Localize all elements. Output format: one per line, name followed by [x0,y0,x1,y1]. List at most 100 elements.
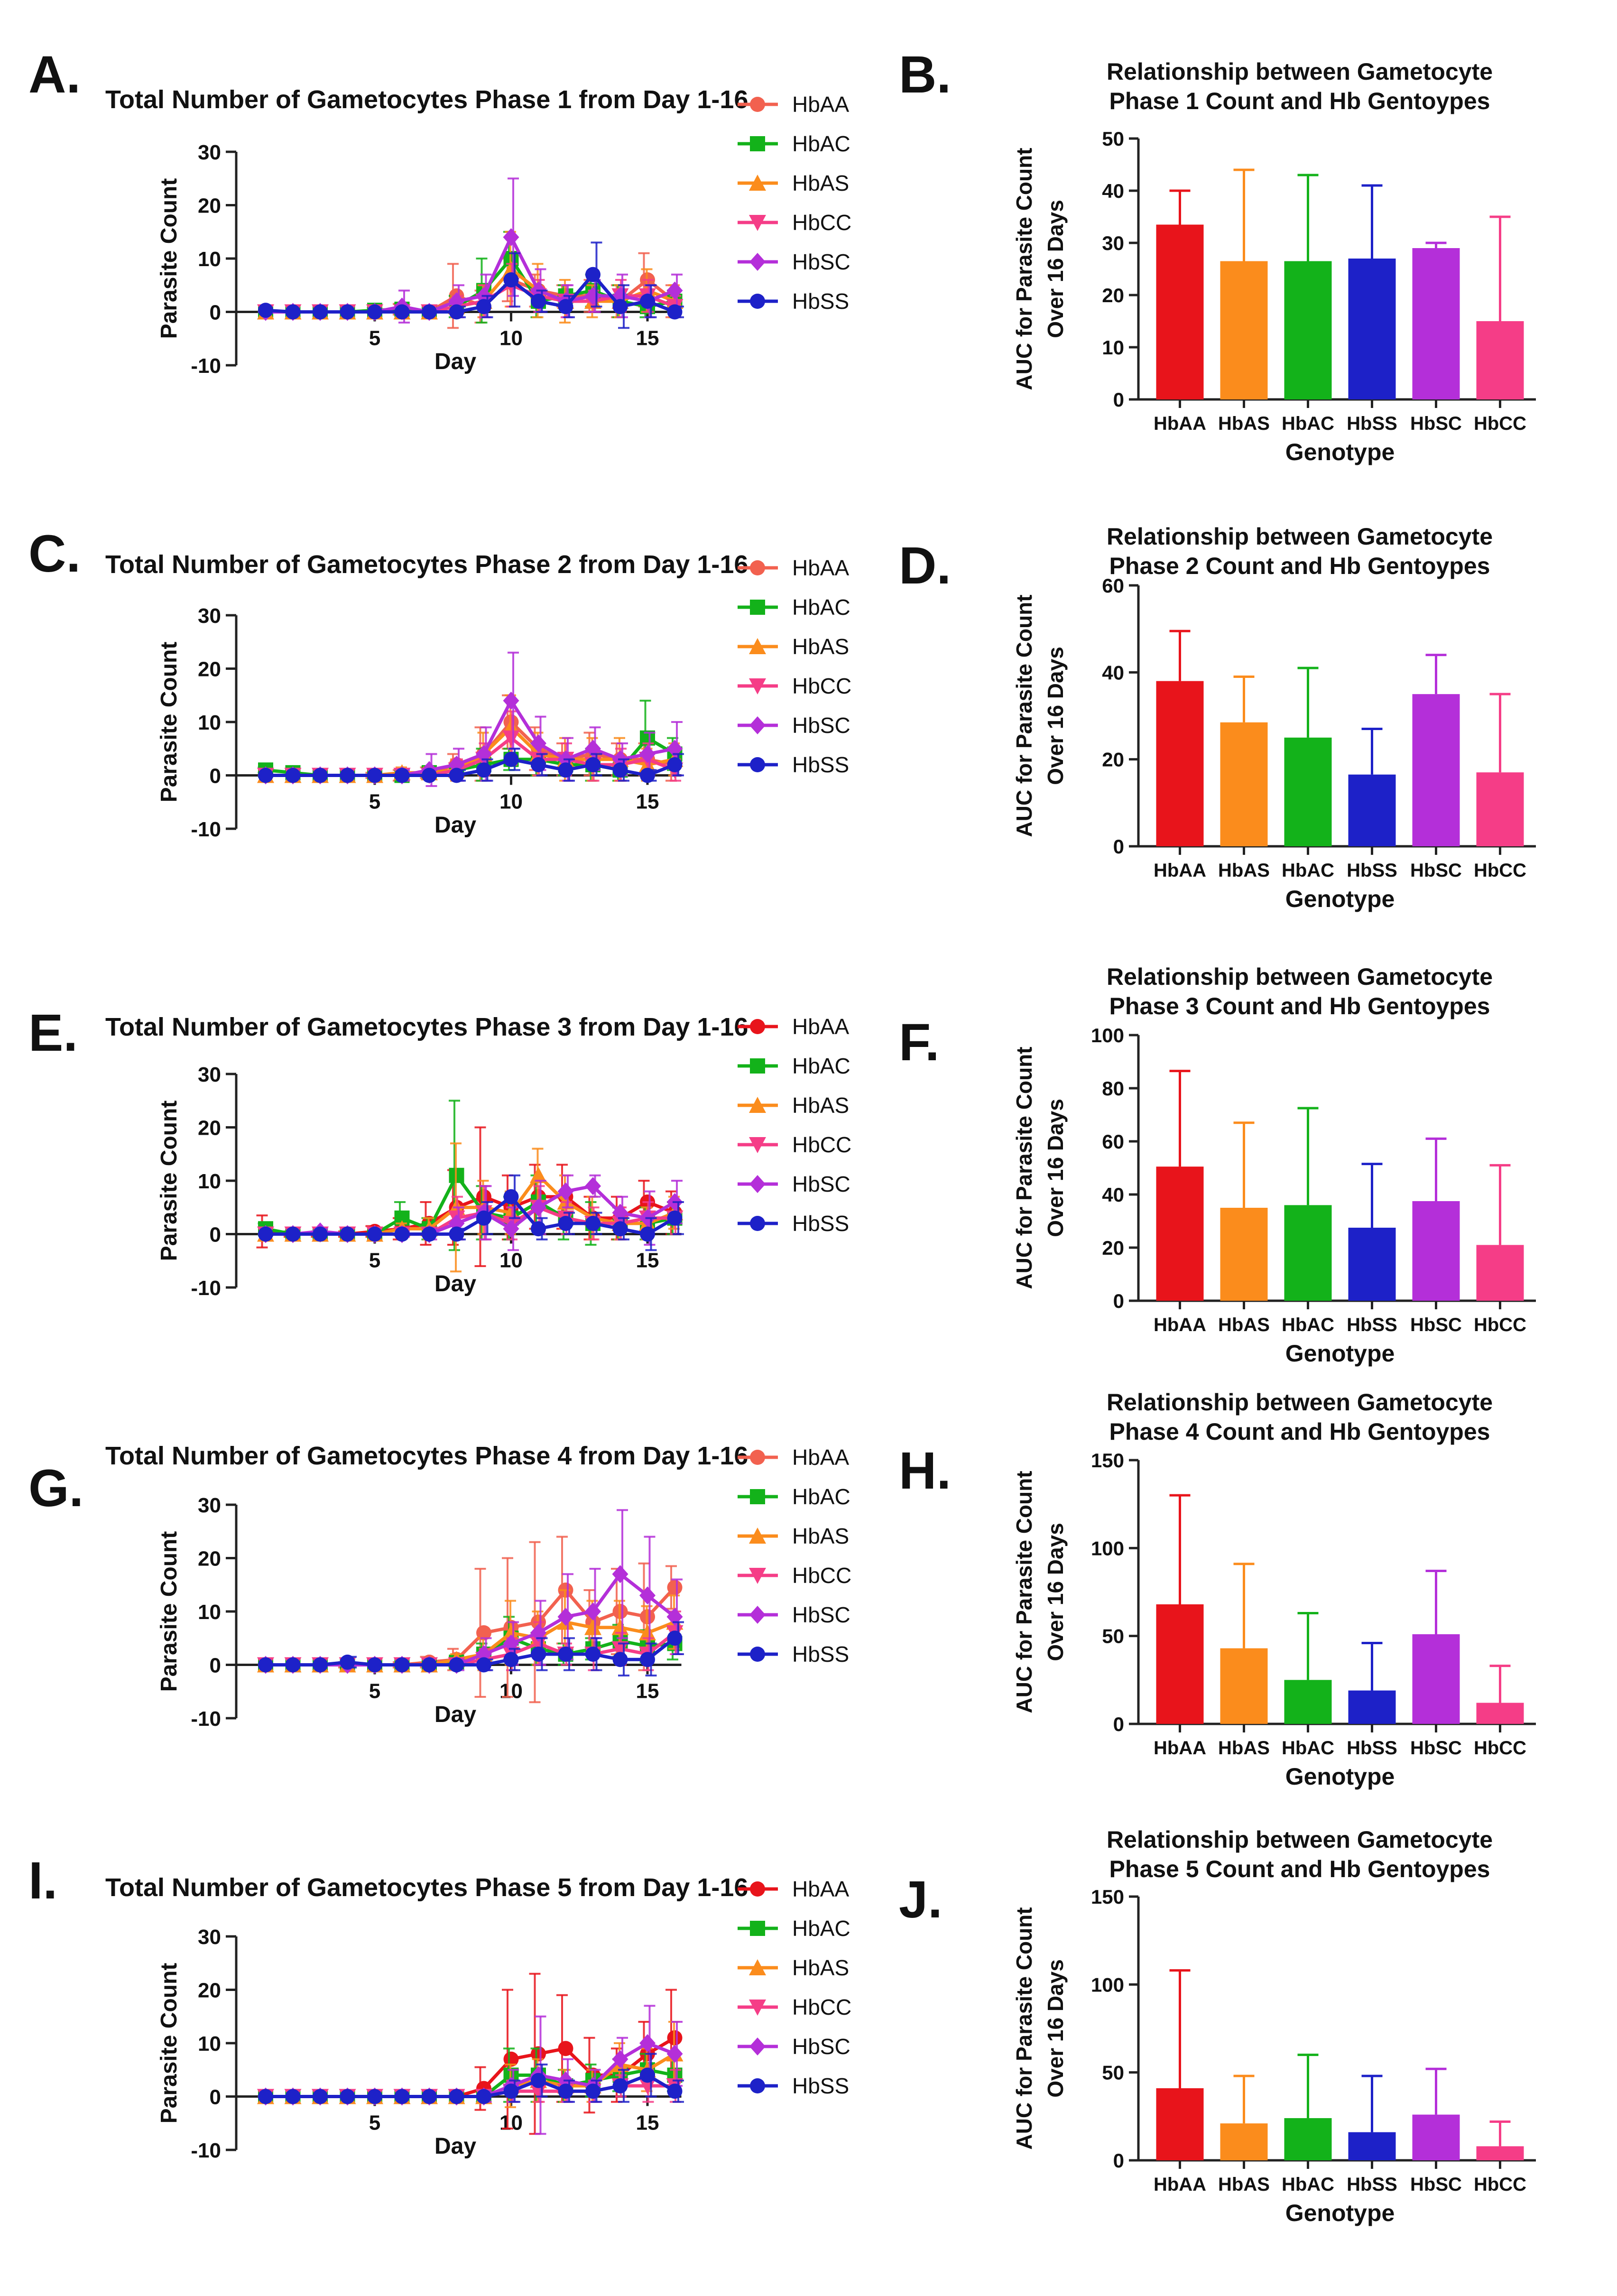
legend-item-HbAS: HbAS [738,171,849,195]
x-tick-label: HbSS [1347,413,1397,434]
legend-label: HbAS [792,171,849,195]
legend-label: HbSC [792,1602,850,1627]
y-tick-label: 40 [1102,661,1124,684]
data-point [502,1624,520,1640]
data-point [258,2089,273,2104]
data-point [422,768,437,783]
data-point [258,768,273,783]
data-point [476,1210,491,1226]
data-point [558,2041,573,2056]
data-point [503,751,519,767]
data-point [367,1226,382,1242]
y-tick-label: 100 [1091,1537,1124,1559]
data-point [313,768,328,783]
legend-marker [749,716,766,734]
data-point [558,762,573,778]
x-tick-label: HbSS [1347,1738,1397,1759]
data-point [531,757,546,772]
x-tick-label: HbCC [1474,1315,1526,1335]
y-axis-label: Parasite Count [157,1101,182,1261]
legend-item-HbAA: HbAA [738,1445,849,1470]
data-point [666,2045,683,2063]
data-point [557,1182,574,1201]
data-point [503,1220,519,1238]
data-point [585,2083,601,2099]
x-axis-label: Genotype [1285,2200,1395,2226]
data-point [340,1226,355,1242]
y-tick-label: 20 [198,658,221,681]
legend-marker [750,1019,765,1034]
y-tick-label: -10 [191,2139,221,2162]
x-axis-label: Genotype [1285,886,1395,912]
legend-item-HbCC: HbCC [738,1563,851,1588]
data-point [422,304,437,320]
x-tick-label: HbSC [1410,2174,1462,2195]
bar-HbAS: HbAS [1218,1121,1270,1335]
data-point [558,1647,573,1662]
bar-HbCC: HbCC [1474,693,1526,881]
x-tick-label: HbAC [1282,413,1334,434]
bar-HbCC: HbCC [1474,1164,1526,1335]
x-tick-label: HbSC [1410,1315,1462,1335]
legend-item-HbAC: HbAC [738,1916,850,1941]
bar [1220,1208,1268,1301]
legend-item-HbAA: HbAA [738,1877,849,1901]
bar-HbCC: HbCC [1474,215,1526,434]
chart-title: Total Number of Gametocytes Phase 5 from… [105,1873,748,1902]
bar [1476,1245,1524,1301]
series-HbSS [258,1621,684,1676]
data-point [476,299,491,315]
x-tick-label: 15 [636,327,659,350]
data-point [584,1619,601,1635]
chart-title: Total Number of Gametocytes Phase 4 from… [105,1442,748,1470]
bar-HbAS: HbAS [1218,2074,1270,2195]
x-axis-label: Genotype [1285,1763,1395,1790]
legend-item-HbSC: HbSC [738,713,850,738]
bar-HbAC: HbAC [1282,2054,1334,2195]
data-point [612,299,628,315]
legend-label: HbAA [792,1877,849,1901]
y-tick-label: 10 [198,1170,221,1193]
y-tick-label: 0 [1113,389,1124,411]
y-tick-label: -10 [191,1707,221,1731]
legend-label: HbAC [792,131,850,156]
data-point [503,228,519,246]
legend-marker [749,638,766,654]
line-panel-A: A. Total Number of Gametocytes Phase 1 fr… [28,46,851,378]
legend-marker [750,1881,765,1897]
y-tick-label: 30 [198,1494,221,1517]
x-tick-label: 10 [499,327,523,350]
chart-title: Relationship between Gametocyte Phase 3 C… [1107,963,1493,1019]
y-tick-label: -10 [191,818,221,841]
bar-HbAA: HbAA [1154,1070,1206,1335]
line-panel-E: E. Total Number of Gametocytes Phase 3 fr… [28,1004,851,1300]
legend-marker [749,1175,766,1193]
legend-marker [749,175,766,191]
bar-HbAC: HbAC [1282,667,1334,881]
x-axis-label: Day [434,1702,476,1727]
y-tick-label: 20 [198,1547,221,1571]
y-tick-label: 100 [1091,1024,1124,1046]
bar-HbAS: HbAS [1218,676,1270,881]
data-point [340,768,355,783]
x-tick-label: 10 [499,790,523,814]
x-tick-label: HbAS [1218,860,1270,881]
legend-label: HbSS [792,2074,849,2098]
data-point [394,2089,410,2104]
data-point [585,267,601,282]
bar-HbSS: HbSS [1347,728,1397,881]
data-point [585,1647,601,1662]
bar [1412,2114,1460,2160]
data-point [313,2089,328,2104]
data-point [503,2083,519,2099]
bar-panel-J: J. Relationship between Gametocyte Phase 5… [899,1826,1536,2226]
y-tick-label: 60 [1102,1130,1124,1153]
data-point [612,2078,628,2093]
data-point [557,1608,574,1626]
panel-letter: E. [28,1004,78,1062]
y-tick-label: 50 [1102,128,1124,150]
x-axis-label: Day [434,1271,476,1296]
y-tick-label: 100 [1091,1973,1124,1996]
data-point [667,1630,683,1646]
data-point [639,2034,656,2052]
